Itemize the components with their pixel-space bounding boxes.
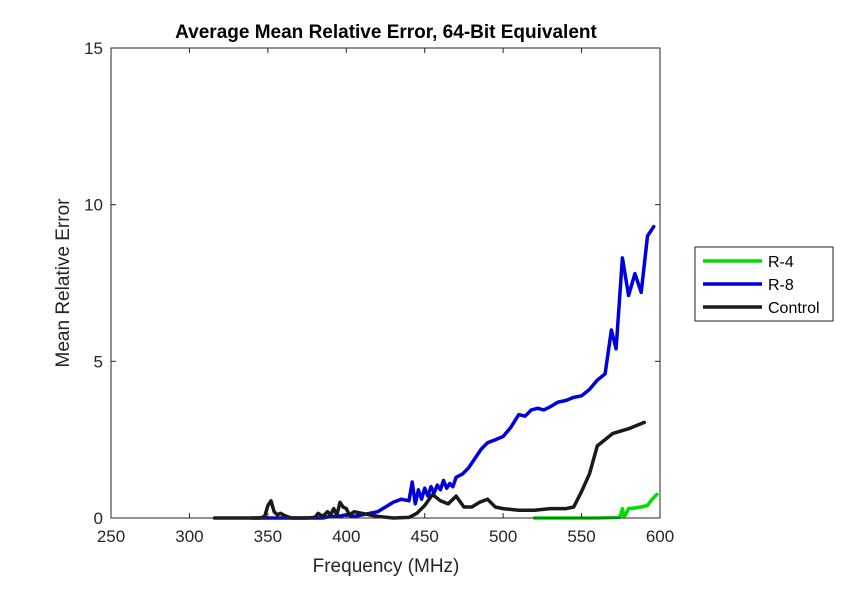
y-tick-label: 10 (84, 196, 103, 215)
series-line-r-8 (250, 224, 656, 520)
y-tick-label: 15 (84, 39, 103, 58)
legend-label: R-4 (768, 254, 794, 271)
legend-label: Control (768, 300, 820, 317)
plot-area-frame (110, 47, 661, 519)
y-tick-label: 5 (94, 352, 103, 371)
x-tick-label: 600 (646, 527, 674, 546)
chart-title: Average Mean Relative Error, 64-Bit Equi… (175, 22, 597, 43)
x-tick-label: 400 (332, 527, 360, 546)
series-line-r-4 (532, 492, 659, 520)
x-axis-label: Frequency (MHz) (313, 556, 460, 577)
x-tick-label: 250 (97, 527, 125, 546)
legend: R-4 R-8 Control (694, 246, 834, 322)
x-tick-label: 450 (411, 527, 439, 546)
y-axis-label: Mean Relative Error (53, 198, 74, 368)
y-axis-ticks: 0 5 10 15 (84, 39, 660, 528)
x-tick-label: 500 (489, 527, 517, 546)
x-tick-label: 300 (175, 527, 203, 546)
y-tick-label: 0 (94, 509, 103, 528)
x-axis-ticks: 250 300 350 400 450 500 550 600 (97, 48, 674, 546)
legend-label: R-8 (768, 277, 794, 294)
x-tick-label: 550 (567, 527, 595, 546)
series-line-control (212, 420, 647, 520)
x-tick-label: 350 (254, 527, 282, 546)
plot-lines (212, 224, 659, 520)
